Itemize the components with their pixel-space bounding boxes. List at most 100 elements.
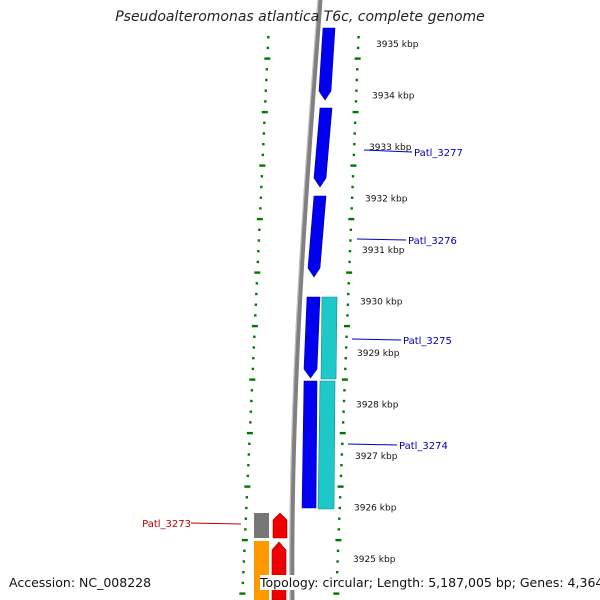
gc-tick-outer	[335, 571, 339, 574]
gc-tick-inner	[247, 464, 250, 467]
accession-label: Accession: NC_008228	[9, 575, 152, 590]
gc-tick-inner	[242, 571, 245, 574]
gc-tick-outer	[335, 538, 342, 542]
gc-tick-inner	[252, 357, 255, 360]
gc-tick-outer	[341, 442, 344, 445]
gc-tick-outer	[344, 367, 347, 371]
gc-tick-inner	[257, 239, 261, 242]
gc-tick-outer	[339, 431, 346, 435]
backbone-line	[289, 0, 323, 600]
gc-tick-inner	[250, 399, 253, 403]
genome-title: Pseudoalteromonas atlantica T6c, complet…	[115, 9, 485, 25]
scale-label: 3931 kbp	[362, 246, 405, 256]
gc-tick-inner	[260, 175, 264, 178]
gc-tick-outer	[353, 121, 357, 124]
gc-tick-inner	[245, 506, 248, 510]
backbone-highlight	[289, 0, 319, 600]
gc-tick-inner	[242, 560, 246, 563]
gc-tick-outer	[338, 496, 342, 499]
feature-box-cyan	[320, 296, 338, 380]
cds-arrow-forward	[313, 107, 333, 188]
gc-tick-inner	[255, 292, 258, 296]
feature-box-cyan	[317, 380, 336, 510]
gc-tick-outer	[336, 549, 340, 552]
gc-tick-outer	[348, 217, 355, 221]
gc-tick-inner	[244, 517, 248, 520]
gc-tick-outer	[344, 357, 347, 360]
gc-tick-inner	[257, 250, 260, 253]
gc-tick-outer	[346, 271, 353, 274]
gc-tick-outer	[336, 560, 339, 563]
gc-tick-inner	[246, 474, 250, 478]
gc-tick-outer	[337, 528, 341, 531]
gc-tick-outer	[356, 68, 359, 71]
gc-tick-inner	[246, 431, 253, 435]
gc-tick-inner	[247, 453, 251, 456]
gc-tick-outer	[351, 175, 355, 178]
gc-tick-outer	[353, 143, 356, 146]
cds-box-forward	[301, 380, 318, 509]
gc-tick-inner	[260, 185, 263, 189]
gene-label: Patl_3273	[142, 519, 191, 530]
gc-tick-inner	[256, 217, 263, 221]
feature-box-orange	[254, 541, 269, 600]
cds-arrow-forward	[303, 296, 321, 379]
gc-tick-outer	[356, 46, 360, 50]
gc-tick-outer	[355, 78, 359, 82]
gc-tick-outer	[354, 57, 361, 60]
gc-tick-outer	[340, 453, 344, 456]
gene-label: Patl_3276	[408, 236, 457, 247]
gc-tick-outer	[352, 153, 356, 157]
gc-tick-inner	[239, 592, 246, 595]
gc-tick-outer	[338, 506, 341, 510]
gc-tick-inner	[250, 389, 254, 392]
scale-label: 3929 kbp	[357, 349, 400, 359]
scale-label: 3930 kbp	[360, 298, 403, 308]
gc-tick-inner	[264, 57, 271, 60]
gc-tick-outer	[337, 485, 344, 488]
gene-label-leader	[351, 338, 402, 341]
gc-tick-inner	[243, 549, 246, 552]
cds-arrow-forward	[307, 195, 327, 278]
gc-tick-inner	[258, 228, 261, 231]
gc-tick-inner	[259, 196, 263, 199]
gene-label: Patl_3275	[403, 336, 452, 347]
feature-box-gray	[254, 513, 269, 538]
gc-tick-inner	[262, 143, 265, 146]
gc-tick-outer	[350, 207, 353, 210]
gc-tick-inner	[264, 100, 267, 103]
scale-label: 3928 kbp	[356, 401, 399, 411]
gc-tick-outer	[341, 378, 348, 381]
gc-tick-inner	[252, 346, 256, 349]
gc-tick-inner	[259, 164, 266, 167]
gc-tick-inner	[261, 153, 265, 157]
gc-tick-inner	[244, 528, 247, 531]
gc-tick-inner	[253, 335, 256, 338]
gc-tick-inner	[254, 271, 261, 274]
gc-tick-inner	[267, 36, 270, 39]
gc-tick-outer	[344, 324, 351, 328]
scale-label: 3935 kbp	[376, 40, 419, 50]
gc-tick-outer	[347, 282, 350, 285]
scale-label: 3927 kbp	[355, 452, 398, 462]
gc-tick-outer	[346, 303, 350, 306]
gc-tick-inner	[259, 207, 262, 210]
gc-tick-outer	[338, 517, 341, 520]
gc-tick-inner	[264, 89, 268, 92]
gene-label-leader	[347, 443, 398, 446]
gc-tick-outer	[351, 185, 354, 189]
gc-tick-inner	[241, 538, 248, 542]
gc-tick-inner	[262, 132, 266, 135]
scale-label: 3934 kbp	[372, 92, 415, 102]
gc-tick-inner	[249, 378, 256, 381]
cds-arrow-reverse	[271, 541, 287, 600]
gc-tick-outer	[343, 389, 346, 392]
gc-tick-inner	[263, 121, 266, 124]
gene-label: Patl_3274	[399, 441, 448, 452]
gc-tick-inner	[266, 46, 270, 50]
gene-label-leader	[356, 238, 407, 241]
gc-tick-inner	[265, 68, 269, 71]
scale-label: 3932 kbp	[365, 195, 408, 205]
gc-tick-outer	[340, 464, 343, 467]
